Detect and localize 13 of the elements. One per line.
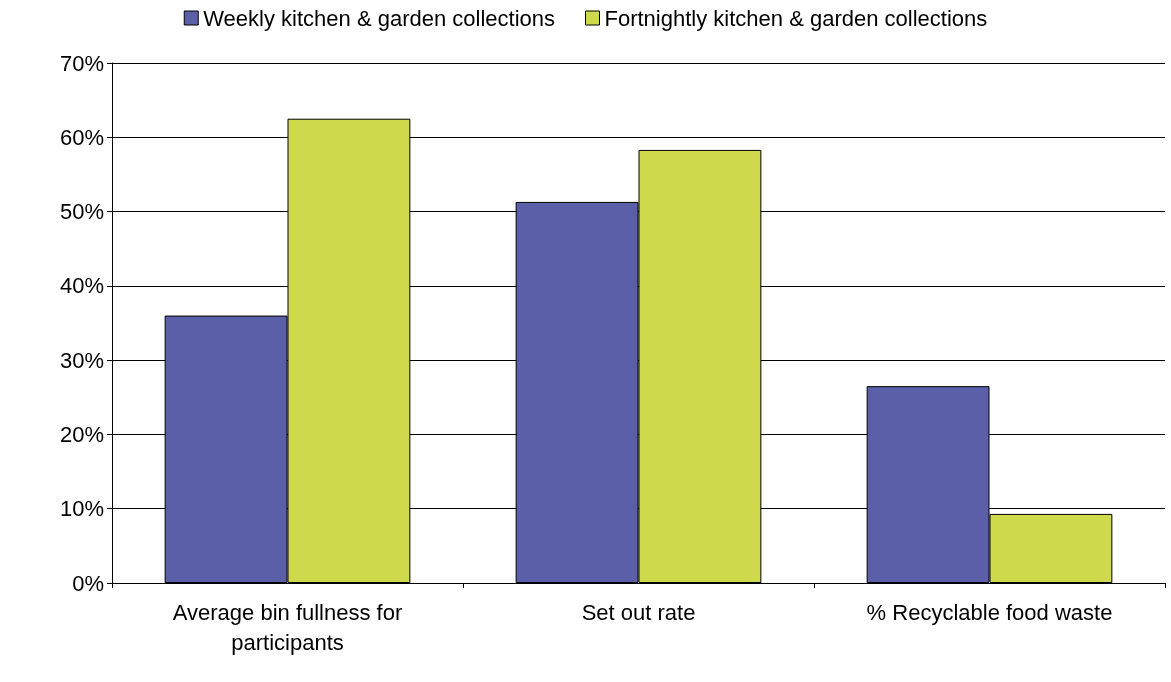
legend-label: Fortnightly kitchen & garden collections xyxy=(604,5,988,31)
y-tick-label: 20% xyxy=(59,421,104,447)
y-tick-label: 60% xyxy=(59,124,104,150)
x-tick-label: Set out rate xyxy=(581,599,696,625)
x-tick-label: Average bin fullness for participants xyxy=(172,599,403,655)
legend-label: Weekly kitchen & garden collections xyxy=(203,5,556,31)
y-tick-label: 10% xyxy=(59,496,104,522)
y-tick-label: 70% xyxy=(59,50,104,76)
y-tick-label: 50% xyxy=(59,199,104,225)
y-tick-label: 30% xyxy=(59,347,104,373)
x-tick-label: % Recyclable food waste xyxy=(866,599,1113,625)
y-tick-label: 40% xyxy=(59,273,104,299)
y-tick-label: 0% xyxy=(72,570,104,596)
